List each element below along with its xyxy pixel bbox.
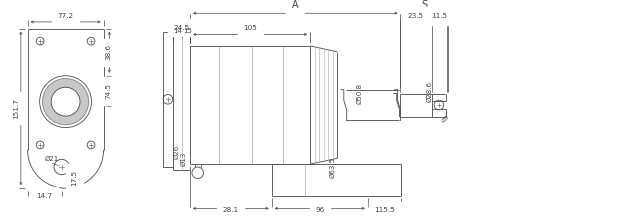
Circle shape <box>51 87 80 116</box>
Text: 74.5: 74.5 <box>106 83 111 99</box>
Text: Ø28.6: Ø28.6 <box>426 81 433 102</box>
Text: S: S <box>421 0 427 10</box>
Text: 151.7: 151.7 <box>13 98 19 119</box>
Circle shape <box>43 79 89 125</box>
Text: 115.5: 115.5 <box>374 207 395 213</box>
Text: 15: 15 <box>183 28 192 35</box>
Text: 28.1: 28.1 <box>223 207 239 213</box>
Text: 11.5: 11.5 <box>431 13 448 19</box>
Text: Ø3: Ø3 <box>441 113 451 123</box>
Text: 105: 105 <box>243 25 257 31</box>
Text: 17.5: 17.5 <box>71 169 77 186</box>
Text: 24.5: 24.5 <box>173 25 190 31</box>
Text: 77.2: 77.2 <box>58 13 73 19</box>
Text: A: A <box>292 0 298 10</box>
Text: Ø50.8: Ø50.8 <box>356 83 362 104</box>
Text: Ø26: Ø26 <box>174 145 180 159</box>
Text: 38.6: 38.6 <box>106 44 111 60</box>
Text: 14.7: 14.7 <box>36 193 53 199</box>
Text: 23.5: 23.5 <box>408 13 424 19</box>
Text: 96: 96 <box>315 207 325 213</box>
Text: Ø13: Ø13 <box>180 152 187 166</box>
Text: 14: 14 <box>174 28 183 35</box>
Text: Ø21: Ø21 <box>45 156 58 162</box>
Text: Ø63.5: Ø63.5 <box>329 157 335 178</box>
